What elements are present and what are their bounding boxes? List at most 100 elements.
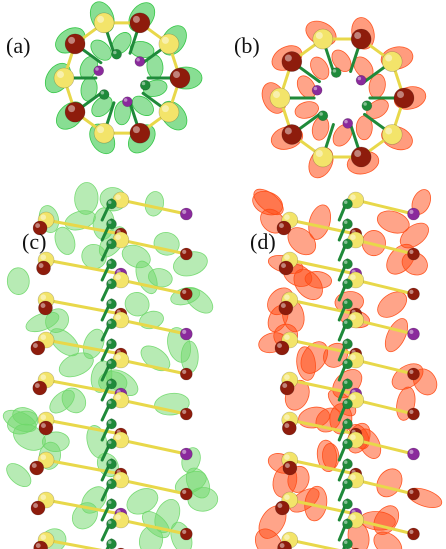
atom-highlight [97,126,104,133]
atom-highlight [344,421,348,425]
atom [343,459,353,469]
atom [282,52,302,72]
atom [313,147,333,167]
atom [94,123,114,143]
atom-highlight [162,37,169,44]
atom-highlight [344,361,348,365]
atom [343,479,353,489]
atom-highlight [279,223,284,228]
atom-highlight [108,281,112,285]
atom [362,101,372,111]
atom [408,528,420,540]
atom-highlight [350,234,356,240]
atom-highlight [409,490,413,494]
atom [94,66,104,76]
atom [33,381,47,395]
atom [140,80,150,90]
atom [180,528,192,540]
atom [343,259,353,269]
atom [275,501,289,515]
atom [107,379,117,389]
atom [180,248,192,260]
atom [159,102,179,122]
atom [107,359,117,369]
atom-highlight [115,434,121,440]
atom [394,88,414,108]
atom [408,288,420,300]
atom-highlight [115,474,121,480]
atom-highlight [35,223,40,228]
atom-highlight [350,434,356,440]
atom-highlight [173,71,180,78]
atom-highlight [344,401,348,405]
atom-highlight [124,98,128,102]
atom [180,208,192,220]
atom-highlight [354,32,361,39]
atom [65,34,85,54]
atom-highlight [68,37,75,44]
atom [107,439,117,449]
atom [280,381,294,395]
panel-label: (d) [250,229,276,254]
ring-hole [113,69,131,87]
atom-highlight [68,105,75,112]
atom-highlight [101,91,105,95]
atom-highlight [409,370,413,374]
atom-highlight [284,494,290,500]
atom [356,75,366,85]
atom-highlight [344,461,348,465]
atom-highlight [108,421,112,425]
atom-highlight [350,394,356,400]
atom [37,261,51,275]
atom [107,479,117,489]
atom-highlight [409,210,413,214]
atom [107,419,117,429]
atom [107,299,117,309]
atom-highlight [350,514,356,520]
atom [312,85,322,95]
atom-highlight [108,481,112,485]
atom-highlight [314,87,318,91]
atom-highlight [284,414,290,420]
atom-highlight [344,221,348,225]
atom [180,288,192,300]
panel-label: (a) [6,33,30,58]
atom-highlight [182,450,186,454]
atom-highlight [108,261,112,265]
atom-highlight [285,55,292,62]
atom-highlight [40,334,46,340]
atom-highlight [108,381,112,385]
atom [112,49,122,59]
atom [107,339,117,349]
atom [382,124,402,144]
atom [107,399,117,409]
atom [180,368,192,380]
atom-highlight [36,543,41,548]
atom-highlight [40,534,46,540]
atom [159,34,179,54]
atom-highlight [409,330,413,334]
atom [180,488,192,500]
atom-highlight [115,234,121,240]
atom [275,341,289,355]
atom-highlight [95,67,99,71]
atom [343,539,353,549]
atom-highlight [344,381,348,385]
atom-highlight [344,441,348,445]
atom-highlight [316,150,323,157]
atom [279,301,293,315]
atom [180,448,192,460]
atom-highlight [409,290,413,294]
atom [94,13,114,33]
atom-highlight [285,127,292,134]
atom-highlight [40,494,46,500]
atom-highlight [33,343,38,348]
atom [343,299,353,309]
atom-highlight [285,463,290,468]
atom [343,399,353,409]
atom-highlight [344,501,348,505]
atom [54,68,74,88]
atom-highlight [350,354,356,360]
atom-highlight [344,281,348,285]
atom [38,301,52,315]
